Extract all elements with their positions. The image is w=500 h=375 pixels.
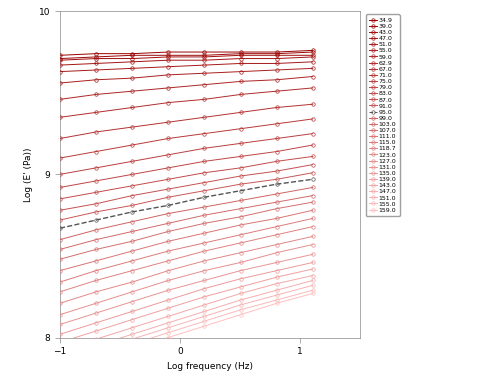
Y-axis label: Log (E' (Pa)): Log (E' (Pa)) — [24, 147, 33, 202]
Legend: 34.9, 39.0, 43.0, 47.0, 51.0, 55.0, 59.0, 62.9, 67.0, 71.0, 75.0, 79.0, 83.0, 87: 34.9, 39.0, 43.0, 47.0, 51.0, 55.0, 59.0… — [366, 14, 400, 216]
X-axis label: Log frequency (Hz): Log frequency (Hz) — [167, 362, 253, 371]
